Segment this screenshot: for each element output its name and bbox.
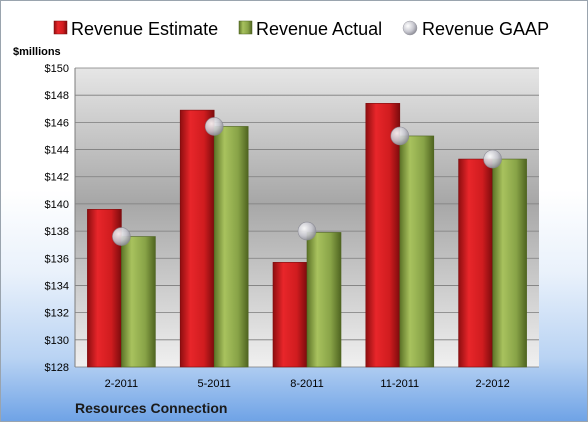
bar-estimate (272, 262, 308, 368)
y-tick-label: $146 (45, 117, 69, 129)
legend: Revenue Estimate Revenue Actual Revenue … (53, 19, 549, 39)
y-axis: $128 $130 $132 $134 $136 $138 $140 $142 $144 $146… (45, 63, 76, 374)
legend-marker-gaap (402, 20, 418, 36)
y-unit-label: $millions (13, 46, 61, 58)
y-tick-label: $132 (45, 308, 69, 320)
y-tick-label: $142 (45, 172, 69, 184)
legend-label-actual: Revenue Actual (256, 19, 382, 39)
gaap-marker (297, 221, 317, 241)
gaap-marker (112, 227, 131, 246)
legend-label-gaap: Revenue GAAP (422, 19, 549, 39)
y-tick-label: $130 (45, 335, 69, 347)
y-tick-label: $148 (45, 90, 69, 102)
gaap-marker (390, 126, 410, 146)
legend-swatch-actual (238, 20, 253, 35)
legend-swatch-estimate (53, 20, 68, 35)
legend-label-estimate: Revenue Estimate (71, 19, 218, 39)
y-tick-label: $136 (45, 253, 69, 265)
bar-actual (492, 158, 527, 368)
x-tick-label: 8-2011 (290, 378, 323, 390)
bar-estimate (179, 109, 215, 368)
x-tick-label: 5-2011 (197, 378, 230, 390)
y-tick-label: $150 (45, 63, 69, 75)
y-tick-label: $144 (45, 145, 69, 157)
y-tick-label: $134 (45, 280, 69, 292)
bar-actual (399, 135, 435, 368)
y-tick-label: $140 (45, 199, 69, 211)
gaap-marker (204, 117, 224, 136)
bar-actual (213, 126, 249, 368)
y-tick-label: $138 (45, 226, 69, 238)
gaap-marker (483, 149, 502, 169)
bars (87, 103, 527, 368)
bar-estimate (365, 103, 401, 368)
company-name: Resources Connection (75, 400, 227, 416)
x-axis: 2-2011 5-2011 8-2011 11-2011 2-2012 (105, 378, 510, 390)
x-tick-label: 11-2011 (380, 378, 419, 390)
x-tick-label: 2-2011 (105, 378, 138, 390)
x-tick-label: 2-2012 (475, 378, 509, 390)
gaap-markers (112, 117, 502, 246)
bar-actual (306, 232, 342, 368)
bar-actual (121, 236, 156, 368)
y-tick-label: $128 (45, 362, 69, 374)
bar-estimate (458, 158, 493, 368)
